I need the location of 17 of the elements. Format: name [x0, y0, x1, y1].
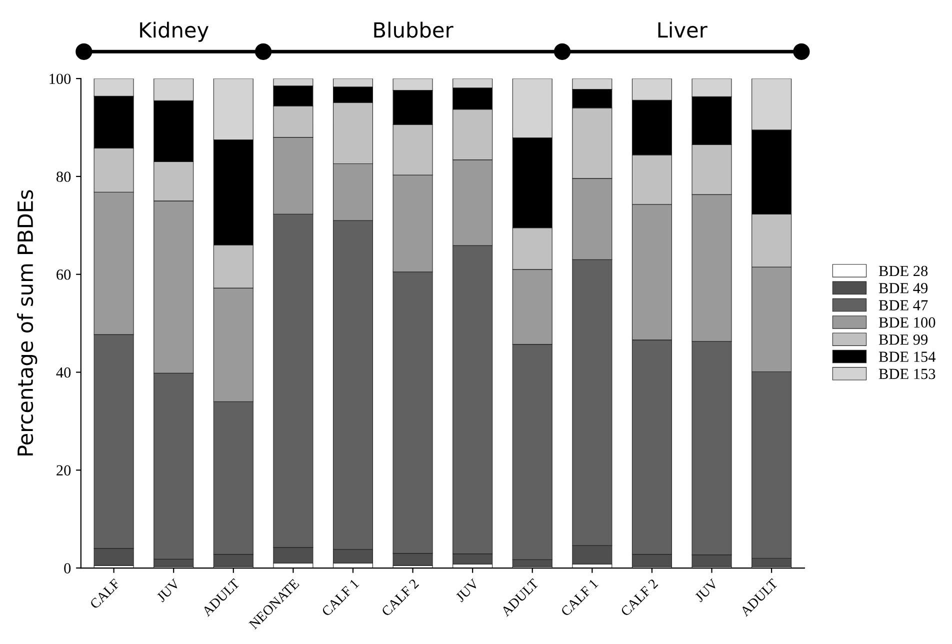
- text: Kidney: [140, 22, 208, 42]
- legend-label: BDE 99: [878, 334, 928, 345]
- legend-label: BDE 49: [878, 283, 928, 294]
- y-tick-label: 60: [56, 269, 71, 280]
- y-axis-title: Percentage of sum PBDEs: [17, 190, 38, 456]
- y-tick-label: 80: [56, 172, 71, 182]
- legend-label: BDE 28: [878, 266, 928, 276]
- legend-label: BDE 153: [878, 368, 936, 380]
- text: Liver: [658, 22, 708, 38]
- y-tick-label: 20: [56, 465, 71, 476]
- legend-label: BDE 154: [878, 352, 936, 362]
- y-tick-label: 0: [64, 563, 71, 574]
- y-tick-label: 100: [50, 74, 71, 84]
- legend-label: BDE 47: [878, 300, 928, 310]
- text: Blubber: [374, 22, 454, 38]
- legend-label: BDE 100: [878, 317, 936, 328]
- y-tick-label: 40: [56, 367, 71, 378]
